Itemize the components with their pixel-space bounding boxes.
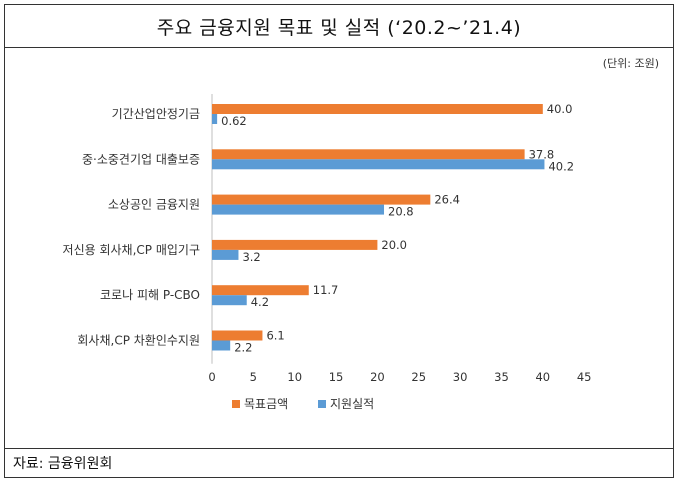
x-tick-label: 40 [535,370,550,384]
x-tick-label: 45 [577,370,592,384]
target-bar [212,330,263,341]
actual-bar [212,249,239,260]
x-tick-label: 15 [329,370,344,384]
legend-swatch-actual [318,400,326,408]
actual-bar [212,114,218,124]
actual-bar [212,204,385,215]
data-label: 3.2 [242,250,260,264]
chart-frame: 주요 금융지원 목표 및 실적 (‘20.2~’21.4) (단위: 조원) 자… [4,4,674,478]
x-tick-label: 30 [453,370,468,384]
category-label: 코로나 피해 P-CBO [100,288,200,302]
data-label: 11.7 [313,283,339,297]
category-label: 기간산업안정기금 [112,107,200,121]
target-bar [212,149,525,160]
legend-swatch-target [232,400,240,408]
target-bar [212,194,431,205]
source-bar: 자료: 금융위원회 [5,448,673,477]
actual-bar [212,159,545,170]
data-label: 6.1 [266,329,284,343]
data-label: 26.4 [434,193,460,207]
title-bar: 주요 금융지원 목표 및 실적 (‘20.2~’21.4) [5,5,673,48]
data-label: 37.8 [529,147,555,161]
category-label: 저신용 회사채,CP 매입기구 [63,243,200,257]
data-label: 2.2 [234,341,252,355]
target-bar [212,239,378,250]
chart-title: 주요 금융지원 목표 및 실적 (‘20.2~’21.4) [156,16,522,39]
target-bar [212,285,309,296]
source-note: 자료: 금융위원회 [13,456,113,472]
actual-bar [212,295,247,306]
category-label: 회사채,CP 차환인수지원 [77,334,200,348]
data-label: 40.0 [547,102,573,116]
data-label: 0.62 [221,114,247,128]
x-tick-label: 10 [287,370,302,384]
data-label: 20.0 [381,238,407,252]
data-label: 40.2 [548,159,574,173]
category-label: 소상공인 금융지원 [108,198,200,212]
x-tick-label: 25 [411,370,426,384]
category-label: 중·소중견기업 대출보증 [82,152,200,166]
unit-note: (단위: 조원) [602,57,659,70]
legend-label-actual: 지원실적 [330,397,374,411]
x-tick-label: 0 [208,370,215,384]
x-tick-label: 5 [250,370,257,384]
actual-bar [212,340,231,351]
x-tick-label: 20 [370,370,385,384]
data-label: 20.8 [388,205,414,219]
target-bar [212,104,543,114]
x-tick-label: 35 [494,370,509,384]
data-label: 4.2 [251,295,269,309]
legend-label-target: 목표금액 [244,397,288,411]
